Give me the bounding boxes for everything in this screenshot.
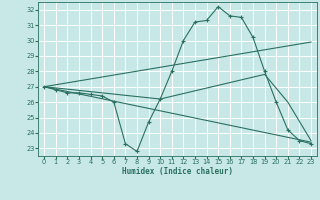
X-axis label: Humidex (Indice chaleur): Humidex (Indice chaleur) bbox=[122, 167, 233, 176]
